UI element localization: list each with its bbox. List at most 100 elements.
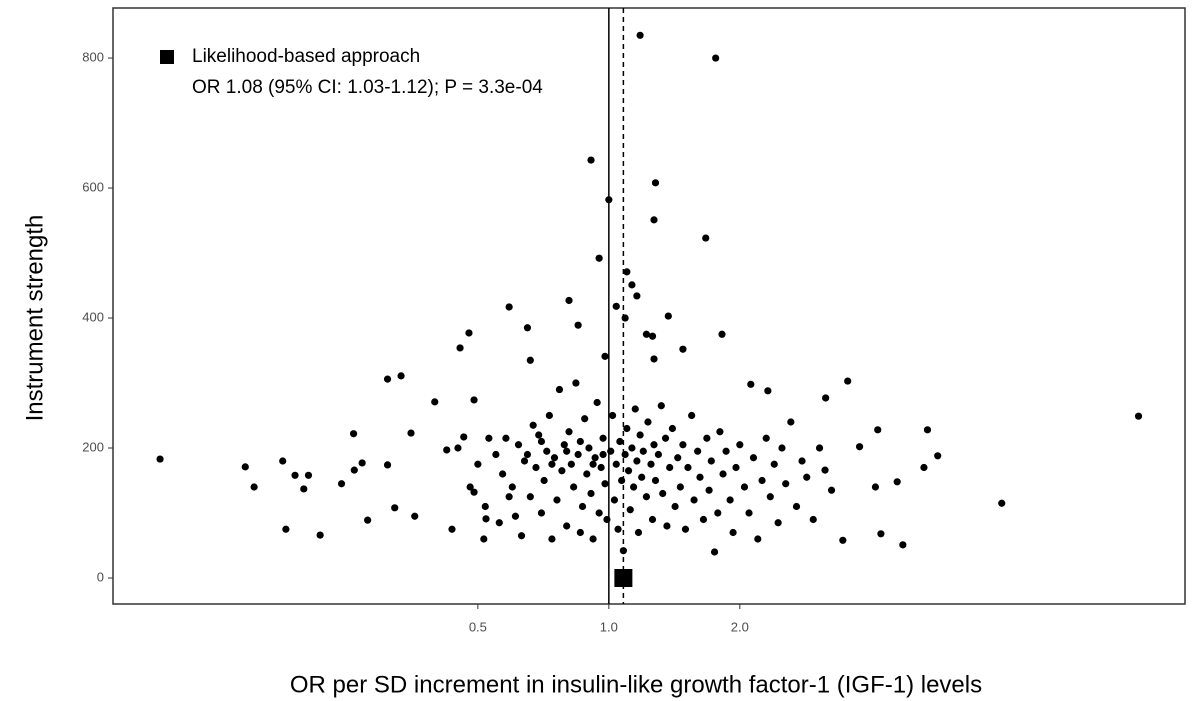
point (466, 483, 474, 491)
point (722, 447, 730, 455)
point (565, 428, 573, 436)
point (589, 535, 597, 543)
point (740, 483, 749, 491)
point (576, 437, 584, 446)
point (508, 483, 516, 491)
point (574, 450, 582, 459)
point (618, 476, 626, 485)
point (576, 528, 584, 537)
point (383, 375, 392, 383)
point (893, 478, 901, 486)
point (304, 471, 313, 479)
point (470, 396, 478, 404)
point (581, 415, 589, 423)
point (595, 254, 603, 262)
point (603, 515, 611, 524)
point (749, 454, 758, 462)
point (705, 486, 713, 494)
point (684, 463, 692, 472)
point (703, 434, 711, 442)
point (555, 385, 564, 394)
point (608, 411, 617, 420)
point (659, 489, 667, 498)
point (514, 441, 523, 449)
point (718, 330, 726, 338)
point (623, 424, 631, 433)
point (633, 292, 641, 300)
point (651, 179, 660, 187)
point (778, 444, 786, 452)
point (638, 473, 646, 481)
point (558, 467, 566, 475)
y-tick-label: 600 (82, 179, 104, 194)
point (279, 457, 287, 465)
point (337, 480, 346, 488)
point (537, 509, 546, 517)
point (674, 454, 682, 462)
point (550, 454, 559, 462)
point (712, 54, 720, 62)
estimate-marker (614, 569, 633, 588)
point (537, 437, 546, 446)
point (764, 387, 772, 395)
point (877, 530, 885, 538)
point (809, 515, 817, 524)
point (1134, 412, 1143, 420)
point (532, 463, 540, 472)
point (548, 535, 556, 543)
point (523, 324, 532, 332)
point (565, 296, 573, 305)
point (585, 444, 593, 452)
point (633, 457, 641, 465)
point (548, 460, 556, 468)
point (874, 426, 882, 434)
point (474, 460, 482, 468)
point (485, 434, 493, 442)
y-tick-label: 200 (82, 439, 104, 454)
point (599, 450, 607, 459)
point (629, 483, 638, 491)
point (517, 532, 526, 540)
point (650, 355, 658, 363)
point (634, 528, 643, 537)
point (650, 441, 658, 449)
point (661, 434, 670, 442)
point (671, 502, 679, 511)
point (679, 345, 687, 353)
point (732, 463, 740, 472)
legend-symbol (160, 50, 174, 64)
point (774, 519, 782, 527)
point (465, 329, 473, 337)
point (505, 303, 513, 311)
point (923, 426, 932, 434)
point (526, 493, 534, 501)
point (614, 525, 622, 533)
point (663, 522, 671, 530)
point (411, 512, 419, 520)
point (583, 470, 591, 478)
point (729, 528, 737, 537)
point (628, 281, 636, 289)
point (407, 429, 415, 437)
point (702, 234, 710, 242)
point (719, 470, 727, 478)
point (350, 466, 358, 474)
point (616, 437, 624, 446)
point (619, 547, 627, 555)
point (839, 536, 847, 544)
point (316, 531, 324, 539)
point (639, 447, 647, 455)
point (282, 525, 290, 533)
point (291, 471, 299, 479)
point (766, 493, 774, 501)
point (599, 434, 607, 442)
point (448, 525, 456, 533)
point (798, 457, 806, 465)
point (648, 332, 657, 340)
point (644, 418, 652, 426)
point (505, 493, 513, 501)
point (694, 447, 702, 455)
point (822, 394, 830, 402)
point (787, 418, 795, 426)
